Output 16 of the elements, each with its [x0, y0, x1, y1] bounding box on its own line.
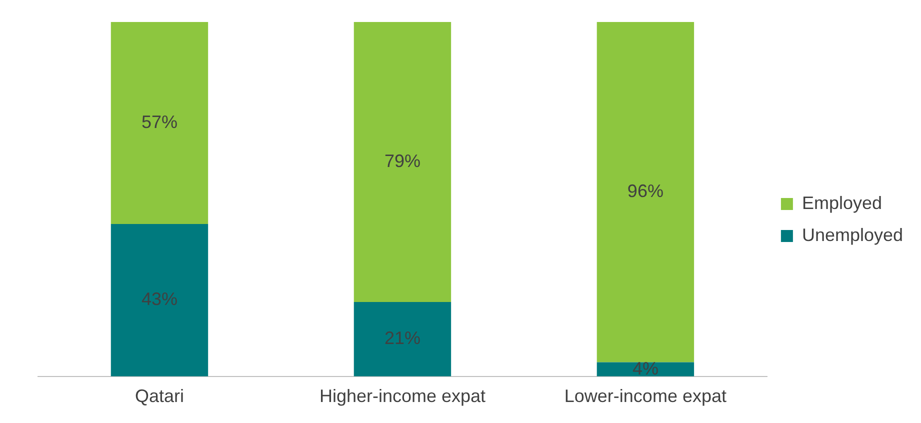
data-label: 21% — [384, 328, 420, 348]
data-label: 57% — [141, 112, 178, 132]
bar — [110, 22, 208, 224]
x-tick-label: Higher-income expat — [319, 386, 486, 406]
bar — [110, 224, 208, 376]
data-label: 79% — [384, 150, 420, 171]
bar — [596, 22, 694, 362]
legend-label: Employed — [802, 192, 882, 213]
data-label: 96% — [627, 181, 664, 202]
data-label: 43% — [141, 289, 178, 310]
x-tick-label: Qatari — [134, 386, 184, 406]
bar — [354, 22, 452, 302]
bar — [354, 302, 452, 376]
data-label: 4% — [632, 358, 658, 378]
x-tick-label: Lower-income expat — [564, 386, 726, 406]
legend-label: Unemployed — [802, 224, 904, 245]
